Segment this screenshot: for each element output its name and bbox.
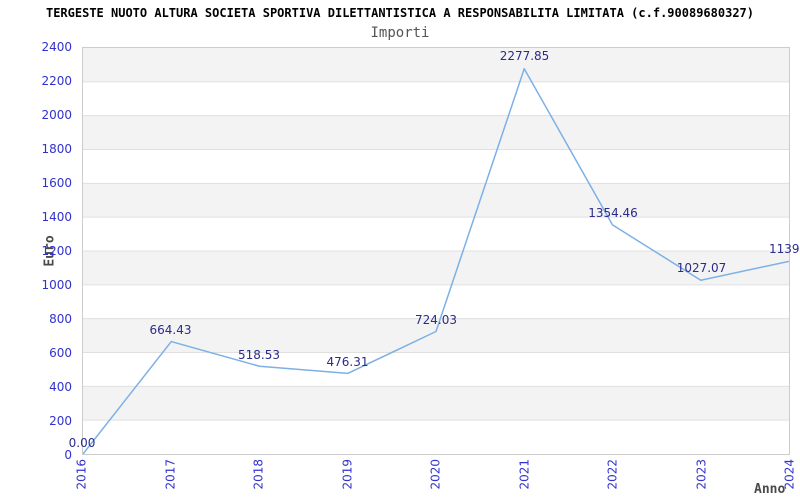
data-point-label: 1139.1 bbox=[769, 242, 800, 257]
y-tick-label: 1200 bbox=[41, 244, 72, 258]
x-tick-label: 2023 bbox=[694, 459, 708, 490]
data-point-label: 664.43 bbox=[149, 323, 192, 338]
x-tick-label: 2019 bbox=[340, 459, 354, 490]
plot-area bbox=[82, 47, 790, 455]
y-tick-label: 1400 bbox=[41, 210, 72, 224]
data-point-label: 724.03 bbox=[415, 312, 457, 327]
data-point-label: 518.53 bbox=[238, 347, 280, 362]
chart-subtitle: Importi bbox=[370, 25, 430, 41]
y-tick-label: 400 bbox=[49, 380, 72, 394]
x-tick-label: 2018 bbox=[251, 459, 266, 490]
chart-title: TERGESTE NUOTO ALTURA SOCIETA SPORTIVA D… bbox=[45, 6, 754, 20]
y-tick-label: 2200 bbox=[41, 74, 72, 88]
y-tick-label: 1800 bbox=[41, 142, 72, 156]
y-tick-label: 2400 bbox=[41, 40, 72, 54]
y-tick-label: 0 bbox=[64, 448, 72, 462]
x-tick-label: 2016 bbox=[74, 459, 89, 490]
data-point-label: 1354.46 bbox=[588, 205, 638, 220]
x-tick-label: 2024 bbox=[782, 459, 797, 490]
y-tick-label: 1000 bbox=[41, 278, 72, 292]
x-axis-title: Anno bbox=[754, 482, 786, 497]
data-point-label: 476.31 bbox=[326, 355, 369, 370]
x-tick-label: 2022 bbox=[605, 459, 620, 490]
line-chart-svg bbox=[83, 48, 789, 454]
data-point-label: 1027.07 bbox=[676, 261, 727, 276]
data-point-label: 2277.85 bbox=[499, 48, 550, 63]
y-tick-label: 200 bbox=[49, 414, 72, 428]
y-tick-label: 600 bbox=[49, 346, 72, 360]
x-tick-label: 2021 bbox=[517, 459, 531, 490]
data-point-label: 0.00 bbox=[68, 436, 96, 450]
y-tick-label: 1600 bbox=[41, 176, 72, 190]
x-tick-label: 2017 bbox=[163, 459, 177, 490]
y-tick-label: 800 bbox=[49, 312, 72, 326]
x-tick-label: 2020 bbox=[428, 459, 443, 490]
y-tick-label: 2000 bbox=[41, 108, 72, 122]
